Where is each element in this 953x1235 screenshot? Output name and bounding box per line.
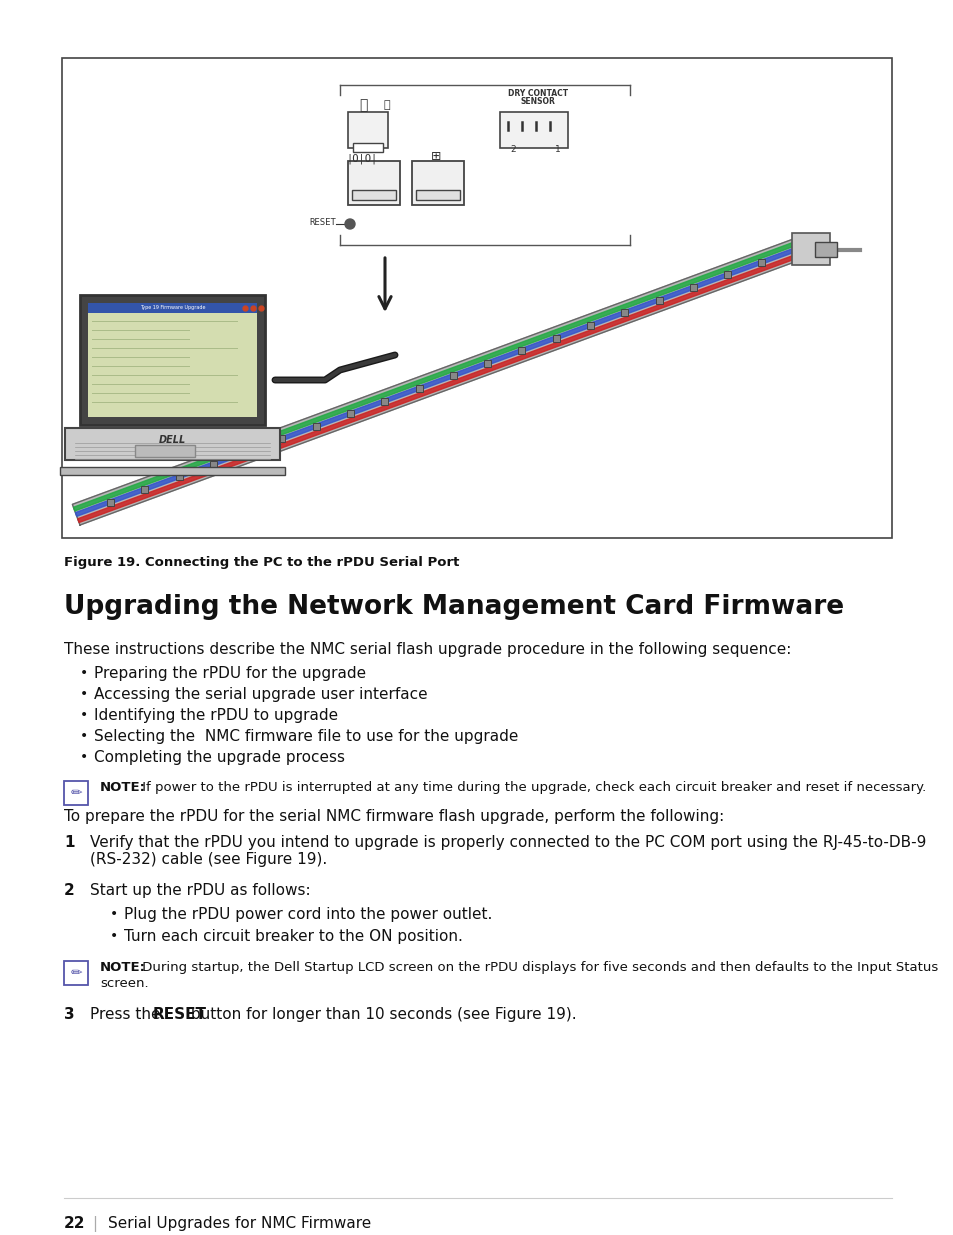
- Text: Completing the upgrade process: Completing the upgrade process: [94, 750, 345, 764]
- Text: 2: 2: [64, 883, 74, 898]
- Text: 2: 2: [510, 144, 516, 154]
- Bar: [347, 410, 354, 417]
- Polygon shape: [72, 240, 800, 525]
- Bar: [586, 322, 594, 329]
- Text: RESET: RESET: [152, 1007, 207, 1023]
- Bar: [499, 112, 567, 148]
- Text: 🔥: 🔥: [383, 100, 390, 110]
- Text: |O|O|: |O|O|: [346, 154, 377, 164]
- Bar: [352, 190, 395, 200]
- Text: Plug the rPDU power cord into the power outlet.: Plug the rPDU power cord into the power …: [124, 906, 492, 923]
- Text: screen.: screen.: [100, 977, 149, 990]
- Bar: [88, 303, 256, 417]
- Text: NOTE:: NOTE:: [100, 961, 146, 974]
- Text: If power to the rPDU is interrupted at any time during the upgrade, check each c: If power to the rPDU is interrupted at a…: [138, 781, 925, 794]
- Text: Selecting the  NMC firmware file to use for the upgrade: Selecting the NMC firmware file to use f…: [94, 729, 517, 743]
- Circle shape: [345, 219, 355, 228]
- Text: ✏: ✏: [71, 966, 82, 981]
- Bar: [517, 347, 525, 354]
- Bar: [60, 467, 285, 475]
- Bar: [64, 781, 88, 805]
- Bar: [141, 485, 148, 493]
- Text: •: •: [80, 666, 89, 680]
- Text: These instructions describe the NMC serial flash upgrade procedure in the follow: These instructions describe the NMC seri…: [64, 642, 791, 657]
- Text: Turn each circuit breaker to the ON position.: Turn each circuit breaker to the ON posi…: [124, 929, 462, 944]
- Text: Accessing the serial upgrade user interface: Accessing the serial upgrade user interf…: [94, 687, 427, 701]
- Text: •: •: [80, 750, 89, 764]
- Text: To prepare the rPDU for the serial NMC firmware flash upgrade, perform the follo: To prepare the rPDU for the serial NMC f…: [64, 809, 723, 824]
- Bar: [381, 398, 388, 405]
- Text: ✏: ✏: [71, 785, 82, 800]
- Text: DELL: DELL: [158, 435, 186, 445]
- Bar: [353, 143, 382, 152]
- Polygon shape: [77, 254, 799, 522]
- Text: NOTE:: NOTE:: [100, 781, 146, 794]
- Bar: [62, 58, 891, 538]
- Text: RESET: RESET: [309, 219, 335, 227]
- Bar: [416, 385, 422, 391]
- Text: ⊞: ⊞: [431, 149, 441, 163]
- Bar: [278, 436, 285, 442]
- Bar: [791, 233, 829, 266]
- Text: Identifying the rPDU to upgrade: Identifying the rPDU to upgrade: [94, 708, 337, 722]
- Text: SENSOR: SENSOR: [520, 98, 555, 106]
- Bar: [348, 161, 399, 205]
- Text: 1: 1: [555, 144, 560, 154]
- Text: Verify that the rPDU you intend to upgrade is properly connected to the PC COM p: Verify that the rPDU you intend to upgra…: [90, 835, 925, 867]
- Text: •: •: [80, 708, 89, 722]
- Text: DRY CONTACT: DRY CONTACT: [507, 89, 567, 98]
- Text: 1: 1: [64, 835, 74, 850]
- Text: •: •: [110, 906, 118, 921]
- Bar: [64, 961, 88, 986]
- Bar: [723, 272, 730, 278]
- Text: |: |: [91, 1216, 97, 1233]
- Bar: [814, 242, 836, 257]
- Text: Preparing the rPDU for the upgrade: Preparing the rPDU for the upgrade: [94, 666, 366, 680]
- Bar: [758, 259, 764, 266]
- Text: Press the: Press the: [90, 1007, 165, 1023]
- Text: Figure 19. Connecting the PC to the rPDU Serial Port: Figure 19. Connecting the PC to the rPDU…: [64, 556, 459, 569]
- Bar: [244, 448, 251, 454]
- Bar: [450, 373, 456, 379]
- Polygon shape: [73, 242, 794, 511]
- Bar: [313, 422, 319, 430]
- Bar: [552, 335, 559, 342]
- Polygon shape: [75, 247, 796, 516]
- Text: •: •: [80, 687, 89, 701]
- Bar: [85, 427, 260, 433]
- Bar: [416, 190, 459, 200]
- Bar: [412, 161, 463, 205]
- Bar: [483, 359, 491, 367]
- Text: button for longer than 10 seconds (see Figure 19).: button for longer than 10 seconds (see F…: [186, 1007, 577, 1023]
- Bar: [348, 112, 388, 148]
- Text: Serial Upgrades for NMC Firmware: Serial Upgrades for NMC Firmware: [108, 1216, 371, 1231]
- Text: 🌡: 🌡: [358, 98, 367, 112]
- Text: •: •: [110, 929, 118, 944]
- Text: 22: 22: [64, 1216, 86, 1231]
- Bar: [689, 284, 696, 291]
- Bar: [620, 309, 628, 316]
- Bar: [80, 295, 265, 425]
- Text: During startup, the Dell Startup LCD screen on the rPDU displays for five second: During startup, the Dell Startup LCD scr…: [138, 961, 937, 974]
- Text: 3: 3: [64, 1007, 74, 1023]
- Text: Start up the rPDU as follows:: Start up the rPDU as follows:: [90, 883, 311, 898]
- Text: Upgrading the Network Management Card Firmware: Upgrading the Network Management Card Fi…: [64, 594, 843, 620]
- Text: Type 19 Firmware Upgrade: Type 19 Firmware Upgrade: [139, 305, 205, 310]
- Bar: [65, 429, 280, 459]
- Bar: [107, 499, 113, 505]
- Text: •: •: [80, 729, 89, 743]
- Bar: [210, 461, 216, 468]
- Bar: [175, 473, 182, 480]
- Bar: [135, 445, 194, 457]
- Bar: [655, 296, 662, 304]
- Bar: [88, 303, 256, 312]
